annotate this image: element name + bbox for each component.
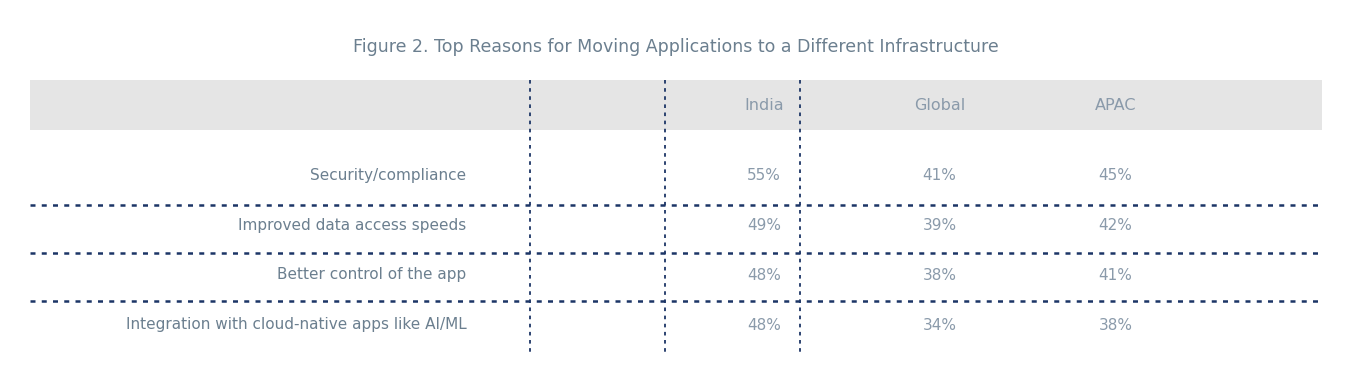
- Text: Figure 2. Top Reasons for Moving Applications to a Different Infrastructure: Figure 2. Top Reasons for Moving Applica…: [353, 38, 999, 56]
- Text: 38%: 38%: [922, 267, 957, 283]
- Text: 49%: 49%: [746, 218, 781, 232]
- Text: 38%: 38%: [1098, 318, 1133, 332]
- Bar: [30, 80, 1322, 130]
- Text: Improved data access speeds: Improved data access speeds: [238, 218, 466, 232]
- Text: 41%: 41%: [1098, 267, 1133, 283]
- Text: Global: Global: [914, 98, 965, 113]
- Text: Better control of the app: Better control of the app: [277, 267, 466, 283]
- Text: 39%: 39%: [922, 218, 957, 232]
- Text: APAC: APAC: [1095, 98, 1136, 113]
- Text: 48%: 48%: [746, 267, 781, 283]
- Text: 41%: 41%: [922, 167, 957, 183]
- Text: 42%: 42%: [1098, 218, 1133, 232]
- Text: 48%: 48%: [746, 318, 781, 332]
- Text: 34%: 34%: [922, 318, 957, 332]
- Text: Integration with cloud-native apps like AI/ML: Integration with cloud-native apps like …: [126, 318, 466, 332]
- Text: 45%: 45%: [1098, 167, 1133, 183]
- Text: India: India: [744, 98, 784, 113]
- Text: 55%: 55%: [746, 167, 781, 183]
- Text: Security/compliance: Security/compliance: [311, 167, 466, 183]
